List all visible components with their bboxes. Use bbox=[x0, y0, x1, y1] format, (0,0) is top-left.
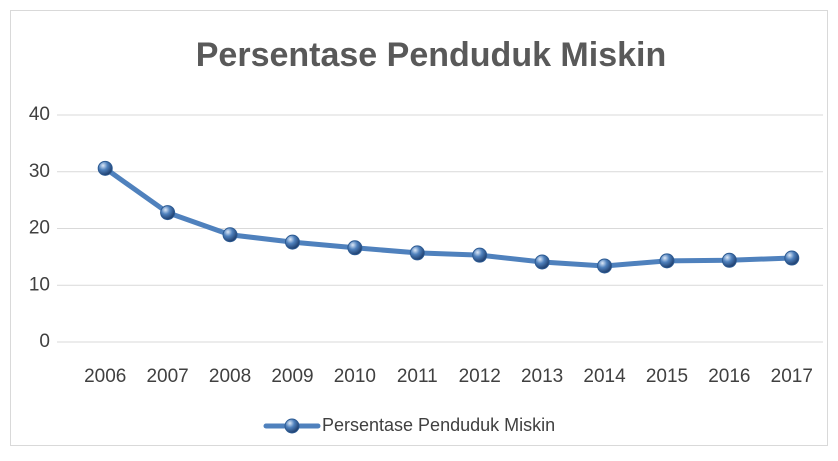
y-tick-label: 10 bbox=[29, 274, 50, 295]
data-point bbox=[784, 250, 800, 266]
legend-label: Persentase Penduduk Miskin bbox=[322, 415, 555, 435]
data-point bbox=[160, 205, 176, 221]
x-tick-label: 2017 bbox=[771, 366, 813, 387]
data-point bbox=[284, 234, 300, 250]
y-tick-label: 40 bbox=[29, 104, 50, 125]
x-tick-label: 2006 bbox=[84, 366, 126, 387]
chart-title: Persentase Penduduk Miskin bbox=[196, 36, 667, 74]
x-tick-label: 2012 bbox=[459, 366, 501, 387]
x-tick-label: 2013 bbox=[521, 366, 563, 387]
series-line bbox=[102, 165, 795, 269]
x-tick-label: 2016 bbox=[708, 366, 750, 387]
data-point bbox=[721, 252, 737, 268]
x-tick-label: 2009 bbox=[271, 366, 313, 387]
data-point bbox=[597, 258, 613, 274]
x-tick-label: 2015 bbox=[646, 366, 688, 387]
data-point bbox=[222, 227, 238, 243]
x-tick-label: 2008 bbox=[209, 366, 251, 387]
data-point bbox=[534, 254, 550, 270]
x-tick-label: 2011 bbox=[397, 366, 438, 387]
y-tick-label: 30 bbox=[29, 161, 50, 182]
y-tick-label: 0 bbox=[39, 331, 50, 352]
y-tick-label: 20 bbox=[29, 218, 50, 239]
data-point bbox=[97, 160, 113, 176]
x-tick-label: 2014 bbox=[583, 366, 626, 387]
legend-marker bbox=[284, 418, 300, 434]
data-point bbox=[409, 245, 425, 261]
data-point bbox=[472, 247, 488, 263]
x-tick-label: 2010 bbox=[334, 366, 376, 387]
data-point bbox=[347, 240, 363, 256]
data-point bbox=[659, 253, 675, 269]
x-tick-label: 2007 bbox=[146, 366, 188, 387]
